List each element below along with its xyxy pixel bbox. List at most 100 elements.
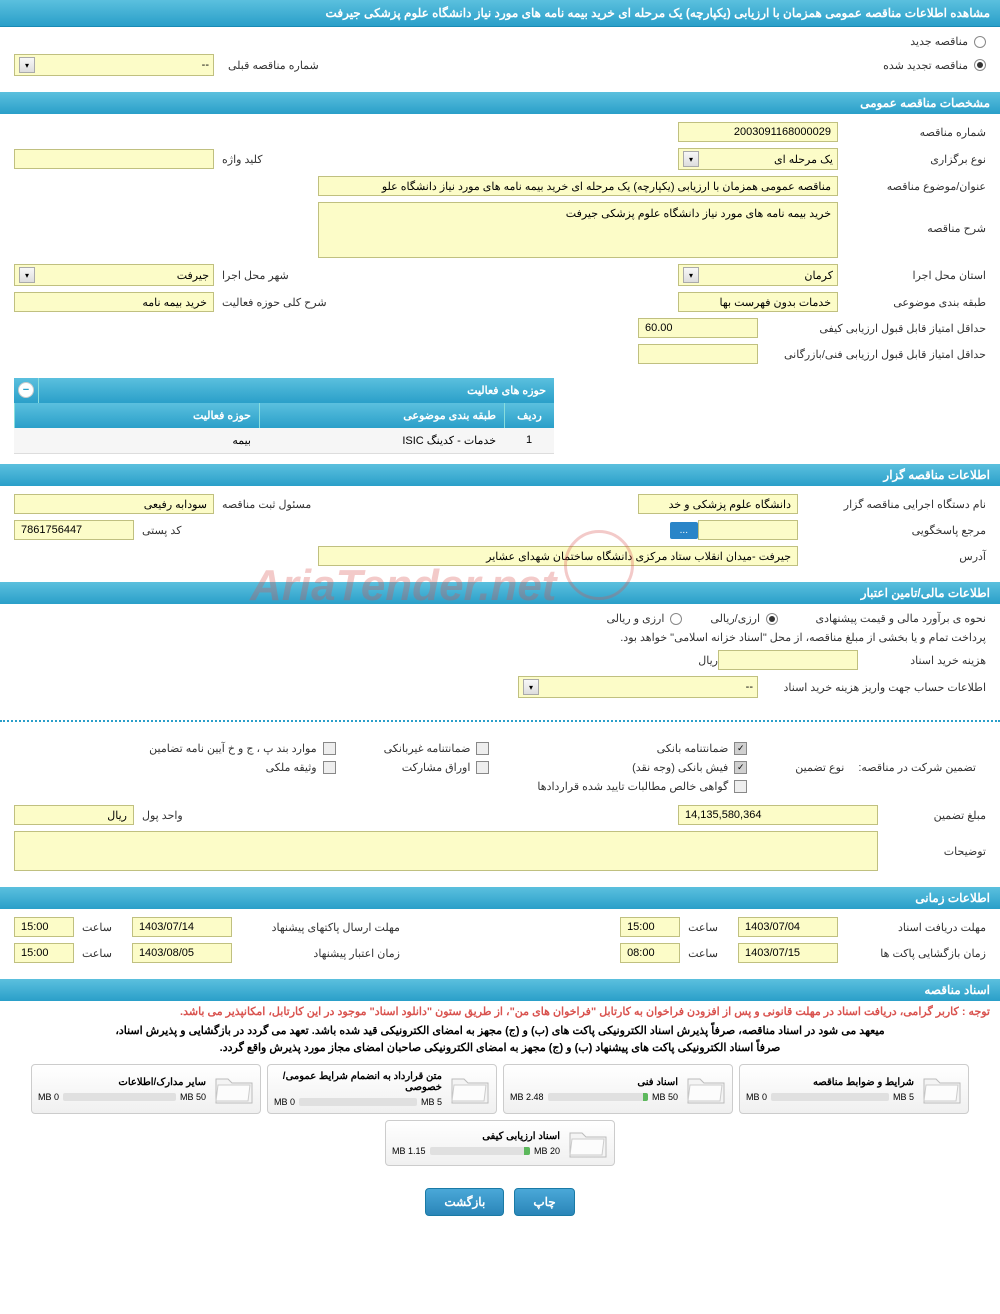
activity-table-header: حوزه های فعالیت − [14,378,554,403]
contact-label: مرجع پاسخگویی [806,524,986,537]
envelopes-time-label: ساعت [688,947,718,960]
more-button[interactable]: ... [670,522,698,539]
chevron-down-icon: ▾ [19,57,35,73]
radio-rial[interactable]: ارزی/ریالی [702,612,778,625]
check-bank-guarantee[interactable]: ضمانتنامه بانکی [529,742,747,755]
docs-grid: شرایط و ضوابط مناقصه 5 MB0 MB اسناد فنی … [0,1056,1000,1174]
docs-deadline-label: مهلت دریافت اسناد [846,921,986,934]
unit-field: ریال [14,805,134,825]
tender-type-label: نوع برگزاری [846,153,986,166]
subject-field: مناقصه عمومی همزمان با ارزیابی (یکپارچه)… [318,176,838,196]
radio-renewed-tender[interactable]: مناقصه تجدید شده [875,59,986,72]
cell-category: خدمات - کدینگ ISIC [259,428,504,453]
doc-cost-field[interactable] [718,650,858,670]
col-row: ردیف [504,403,554,428]
address-field: جیرفت -میدان انقلاب ستاد مرکزی دانشگاه س… [318,546,798,566]
chevron-down-icon: ▾ [683,151,699,167]
province-dropdown[interactable]: کرمان ▾ [678,264,838,286]
prev-number-value: -- [202,59,209,71]
validity-date-field: 1403/08/05 [132,943,232,963]
category-field: خدمات بدون فهرست بها [678,292,838,312]
radio-both[interactable]: ارزی و ریالی [598,612,682,625]
opt2-label: ارزی و ریالی [606,612,664,625]
doc-title: متن قرارداد به انضمام شرایط عمومی/خصوصی [274,1071,442,1093]
doc-box[interactable]: اسناد فنی 50 MB2.48 MB [503,1064,733,1114]
activity-desc-field: خرید بیمه نامه [14,292,214,312]
city-value: جیرفت [177,269,209,282]
min-tech-field [638,344,758,364]
registrar-label: مسئول ثبت مناقصه [222,498,311,511]
check-net-claims[interactable]: گواهی خالص مطالبات تایید شده قراردادها [529,780,747,793]
postal-field: 7861756447 [14,520,134,540]
check-property-doc[interactable]: وثیقه ملکی [141,761,335,774]
desc-field: خرید بیمه نامه های مورد نیاز دانشگاه علو… [318,202,838,258]
doc-box[interactable]: شرایط و ضوابط مناقصه 5 MB0 MB [739,1064,969,1114]
activity-desc-label: شرح کلی حوزه فعالیت [222,296,327,309]
agency-field: دانشگاه علوم پزشکی و خد [638,494,798,514]
activity-table-title: حوزه های فعالیت [38,378,554,403]
keyword-label: کلید واژه [222,153,262,166]
check-nonbank-guarantee[interactable]: ضمانتنامه غیربانکی [376,742,490,755]
bid-deadline-label: مهلت ارسال پاکتهای پیشنهاد [240,921,400,934]
section-financial: اطلاعات مالی/تامین اعتبار [0,582,1000,604]
check-bonds[interactable]: اوراق مشارکت [376,761,490,774]
chevron-down-icon: ▾ [19,267,35,283]
docs-time-field: 15:00 [620,917,680,937]
doc-title: سایر مدارک/اطلاعات [38,1077,206,1088]
check-bank-receipt[interactable]: فیش بانکی (وجه نقد) [529,761,747,774]
doc-title: اسناد ارزیابی کیفی [392,1131,560,1142]
tender-type-dropdown[interactable]: یک مرحله ای ▾ [678,148,838,170]
section-tenderer: اطلاعات مناقصه گزار [0,464,1000,486]
address-label: آدرس [806,550,986,563]
activity-table-cols: ردیف طبقه بندی موضوعی حوزه فعالیت [14,403,554,428]
estimate-label: نحوه ی برآورد مالی و قیمت پیشنهادی [786,612,986,625]
check-clause-items[interactable]: موارد بند پ ، ج و خ آیین نامه تضامین [141,742,335,755]
envelopes-date-field: 1403/07/15 [738,943,838,963]
doc-box[interactable]: سایر مدارک/اطلاعات 50 MB0 MB [31,1064,261,1114]
postal-label: کد پستی [142,524,181,537]
desc-label: شرح مناقصه [846,202,986,235]
tender-number-field: 2003091168000029 [678,122,838,142]
min-qual-field: 60.00 [638,318,758,338]
collapse-icon[interactable]: − [18,382,34,398]
bid-time-label: ساعت [82,921,112,934]
validity-time-field: 15:00 [14,943,74,963]
notice-line1: توجه : کاربر گرامی، دریافت اسناد در مهلت… [0,1001,1000,1022]
radio-renewed-label: مناقصه تجدید شده [883,59,968,72]
opt1-label: ارزی/ریالی [710,612,760,625]
radio-new-tender[interactable]: مناقصه جدید [902,35,986,48]
account-label: اطلاعات حساب جهت واریز هزینه خرید اسناد [766,681,986,694]
folder-icon [922,1073,962,1105]
doc-box[interactable]: متن قرارداد به انضمام شرایط عمومی/خصوصی … [267,1064,497,1114]
bid-time-field: 15:00 [14,917,74,937]
payment-note: پرداخت تمام و یا بخشی از مبلغ مناقصه، از… [620,631,986,644]
table-row: 1 خدمات - کدینگ ISIC بیمه [14,428,554,454]
tender-type-value: یک مرحله ای [774,153,833,166]
back-button[interactable]: بازگشت [425,1188,504,1216]
notes-field[interactable] [14,831,878,871]
docs-time-label: ساعت [688,921,718,934]
city-dropdown[interactable]: جیرفت ▾ [14,264,214,286]
keyword-field[interactable] [14,149,214,169]
unit-label: واحد پول [142,809,183,822]
guarantee-type-label: نوع تضمین [795,761,844,774]
col-activity: حوزه فعالیت [14,403,259,428]
province-value: کرمان [804,269,833,282]
doc-box[interactable]: اسناد ارزیابی کیفی 20 MB1.15 MB [385,1120,615,1166]
folder-icon [450,1073,490,1105]
validity-time-label: ساعت [82,947,112,960]
min-tech-label: حداقل امتیاز قابل قبول ارزیابی فنی/بازرگ… [766,348,986,361]
prev-number-dropdown[interactable]: -- ▾ [14,54,214,76]
account-dropdown[interactable]: -- ▾ [518,676,758,698]
subject-label: عنوان/موضوع مناقصه [846,180,986,193]
print-button[interactable]: چاپ [514,1188,574,1216]
agency-label: نام دستگاه اجرایی مناقصه گزار [806,498,986,511]
rial-label: ریال [698,654,718,667]
envelopes-label: زمان بازگشایی پاکت ها [846,947,986,960]
guarantee-header: تضمین شرکت در مناقصه: [858,761,976,774]
notes-label: توضیحات [886,831,986,858]
chevron-down-icon: ▾ [683,267,699,283]
tender-number-label: شماره مناقصه [846,126,986,139]
doc-cost-label: هزینه خرید اسناد [866,654,986,667]
section-general: مشخصات مناقصه عمومی [0,92,1000,114]
